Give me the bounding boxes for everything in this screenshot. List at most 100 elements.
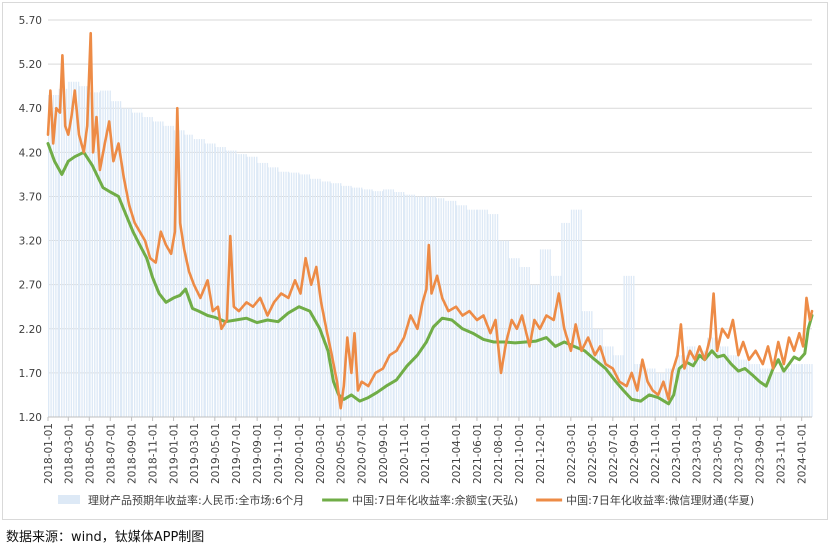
bar xyxy=(649,368,651,417)
x-tick-label: 2021-01-01 xyxy=(420,423,432,484)
bar xyxy=(361,189,364,417)
bar xyxy=(125,108,128,417)
bar xyxy=(178,130,180,417)
bar xyxy=(180,130,183,417)
x-tick-label: 2022-11-01 xyxy=(650,423,662,484)
bar xyxy=(353,187,356,417)
bar xyxy=(309,178,312,417)
bar xyxy=(243,154,245,417)
bar xyxy=(766,368,769,417)
bar xyxy=(351,187,353,417)
bar xyxy=(326,181,329,417)
bar xyxy=(269,167,272,417)
bar xyxy=(298,172,300,417)
bar xyxy=(502,240,505,417)
bar xyxy=(780,368,783,417)
bar xyxy=(78,86,81,418)
bar xyxy=(278,171,280,417)
bar xyxy=(102,90,104,418)
x-tick-label: 2020-09-01 xyxy=(378,423,390,484)
bar xyxy=(314,178,316,417)
bar xyxy=(659,372,662,417)
bar xyxy=(402,192,405,417)
series-line xyxy=(46,142,814,406)
bar xyxy=(138,112,141,417)
bar xyxy=(727,346,729,417)
bar xyxy=(531,284,534,417)
bar xyxy=(764,368,766,417)
bar xyxy=(266,162,269,417)
bar xyxy=(547,249,549,417)
bar xyxy=(581,311,583,417)
bar xyxy=(438,198,440,417)
bar xyxy=(730,355,732,417)
bar xyxy=(68,81,70,417)
bar xyxy=(55,94,57,417)
bar xyxy=(203,139,205,417)
bar xyxy=(612,355,615,417)
bar xyxy=(330,183,332,417)
bar xyxy=(575,209,578,417)
bar xyxy=(83,86,86,418)
bar xyxy=(299,174,301,417)
bar xyxy=(222,147,224,418)
bar xyxy=(497,240,500,417)
x-tick-label: 2018-01-01 xyxy=(43,423,55,484)
bar xyxy=(804,364,806,417)
bar xyxy=(261,162,264,417)
bar xyxy=(717,346,719,417)
bar xyxy=(141,117,144,418)
bar xyxy=(542,249,544,417)
bar xyxy=(549,249,551,417)
bar xyxy=(473,209,475,417)
bar xyxy=(274,167,277,417)
bar xyxy=(408,194,411,417)
bar xyxy=(630,275,633,417)
bar xyxy=(204,143,206,417)
bar xyxy=(224,147,226,418)
source-note: 数据来源：wind，钛媒体APP制图 xyxy=(6,530,205,545)
bar xyxy=(152,121,154,417)
bar xyxy=(651,368,654,417)
x-tick-label: 2023-09-01 xyxy=(755,423,767,484)
bar xyxy=(432,196,434,417)
bar xyxy=(728,355,730,417)
bar xyxy=(94,92,96,417)
bar xyxy=(762,368,764,417)
bar xyxy=(591,328,594,417)
bar xyxy=(115,101,117,418)
bar xyxy=(48,94,50,417)
bar xyxy=(162,121,164,417)
bar xyxy=(440,198,442,417)
bar xyxy=(476,209,479,417)
bar xyxy=(740,359,743,417)
bar xyxy=(689,346,691,417)
bar xyxy=(655,372,657,417)
bar xyxy=(411,194,413,417)
bar xyxy=(594,328,596,417)
x-tick-label: 2022-03-01 xyxy=(566,423,578,484)
bar xyxy=(500,240,502,417)
bar xyxy=(329,181,331,417)
bar xyxy=(703,350,705,417)
bar xyxy=(377,191,379,417)
bar xyxy=(481,209,484,417)
bar xyxy=(379,191,381,417)
x-tick-label: 2023-05-01 xyxy=(712,423,724,484)
bar xyxy=(722,346,724,417)
bar xyxy=(285,171,287,417)
bar xyxy=(198,139,200,417)
bar xyxy=(306,174,308,417)
bar xyxy=(454,200,457,417)
x-tick-label: 2019-09-01 xyxy=(252,423,264,484)
bar xyxy=(196,139,198,417)
bar xyxy=(783,368,785,417)
bar xyxy=(109,90,111,418)
x-tick-label: 2023-11-01 xyxy=(776,423,788,484)
bar xyxy=(107,90,109,418)
bar xyxy=(322,181,324,417)
legend-label: 中国:7日年化收益率:微信理财通(华夏) xyxy=(566,493,754,507)
bar xyxy=(184,134,186,417)
bar xyxy=(277,167,279,417)
bar xyxy=(70,81,73,417)
